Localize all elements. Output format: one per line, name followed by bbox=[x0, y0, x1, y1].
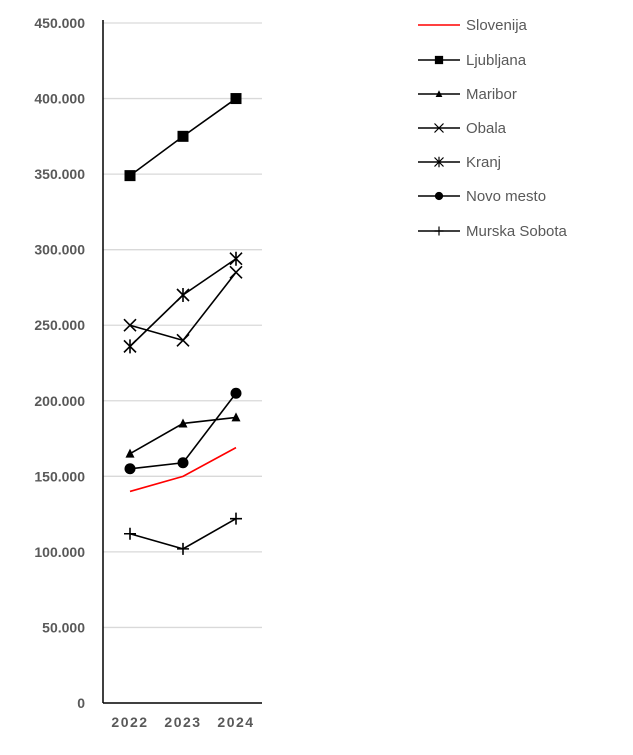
legend-label: Maribor bbox=[466, 86, 517, 103]
legend-entry: Murska Sobota bbox=[418, 223, 568, 240]
circle-marker bbox=[230, 387, 242, 399]
plus-marker bbox=[177, 542, 189, 555]
series-novo-mesto bbox=[124, 387, 242, 475]
triangle-marker bbox=[435, 90, 443, 97]
plus-marker bbox=[434, 226, 444, 236]
plus-marker bbox=[124, 527, 136, 540]
square-marker bbox=[124, 170, 136, 182]
y-tick-label: 100.000 bbox=[34, 544, 85, 560]
legend-entry: Maribor bbox=[418, 86, 517, 103]
legend-label: Novo mesto bbox=[466, 188, 546, 205]
star-marker bbox=[176, 288, 190, 302]
triangle-marker bbox=[125, 448, 135, 458]
series-maribor bbox=[125, 412, 241, 458]
plus-marker bbox=[230, 512, 242, 525]
y-tick-label: 250.000 bbox=[34, 317, 85, 333]
square-marker bbox=[177, 130, 189, 142]
series-slovenija bbox=[129, 446, 237, 493]
x-marker bbox=[229, 265, 243, 279]
legend-entry: Kranj bbox=[418, 154, 501, 171]
series-murska-sobota bbox=[124, 512, 242, 555]
series-line bbox=[129, 258, 237, 347]
x-tick-label: 2023 bbox=[164, 714, 201, 730]
x-marker bbox=[434, 123, 444, 133]
series-ljubljana bbox=[124, 93, 242, 182]
star-marker bbox=[123, 339, 137, 354]
legend-label: Kranj bbox=[466, 154, 501, 171]
circle-marker bbox=[434, 191, 444, 201]
y-tick-label: 200.000 bbox=[34, 393, 85, 409]
circle-marker bbox=[177, 457, 189, 469]
legend-marker bbox=[434, 191, 444, 201]
legend-label: Obala bbox=[466, 120, 507, 137]
y-tick-label: 50.000 bbox=[42, 619, 85, 635]
star-marker bbox=[229, 251, 243, 266]
triangle-marker bbox=[178, 418, 188, 428]
x-marker bbox=[176, 333, 190, 347]
legend-entry: Slovenija bbox=[418, 17, 528, 34]
y-tick-label: 350.000 bbox=[34, 166, 85, 182]
legend-label: Murska Sobota bbox=[466, 223, 568, 240]
star-marker bbox=[434, 156, 444, 168]
legend-entry: Novo mesto bbox=[418, 188, 546, 205]
y-tick-label: 300.000 bbox=[34, 242, 85, 258]
y-tick-label: 150.000 bbox=[34, 468, 85, 484]
square-marker bbox=[230, 93, 242, 105]
legend-marker bbox=[434, 226, 444, 236]
legend-entry: Ljubljana bbox=[418, 52, 527, 69]
legend-marker bbox=[434, 156, 444, 168]
legend-label: Ljubljana bbox=[466, 52, 527, 69]
series-line bbox=[129, 446, 237, 493]
legend-marker bbox=[434, 55, 444, 65]
circle-marker bbox=[124, 463, 136, 475]
legend-label: Slovenija bbox=[466, 17, 528, 34]
triangle-marker bbox=[231, 412, 241, 422]
legend-marker bbox=[435, 90, 443, 97]
series-kranj bbox=[123, 251, 243, 354]
y-tick-label: 0 bbox=[77, 695, 85, 711]
x-tick-label: 2024 bbox=[217, 714, 254, 730]
x-marker bbox=[123, 318, 137, 332]
x-tick-label: 2022 bbox=[111, 714, 148, 730]
square-marker bbox=[434, 55, 444, 65]
legend-marker bbox=[434, 123, 444, 133]
legend-entry: Obala bbox=[418, 120, 507, 137]
y-tick-label: 400.000 bbox=[34, 91, 85, 107]
y-tick-label: 450.000 bbox=[34, 15, 85, 31]
